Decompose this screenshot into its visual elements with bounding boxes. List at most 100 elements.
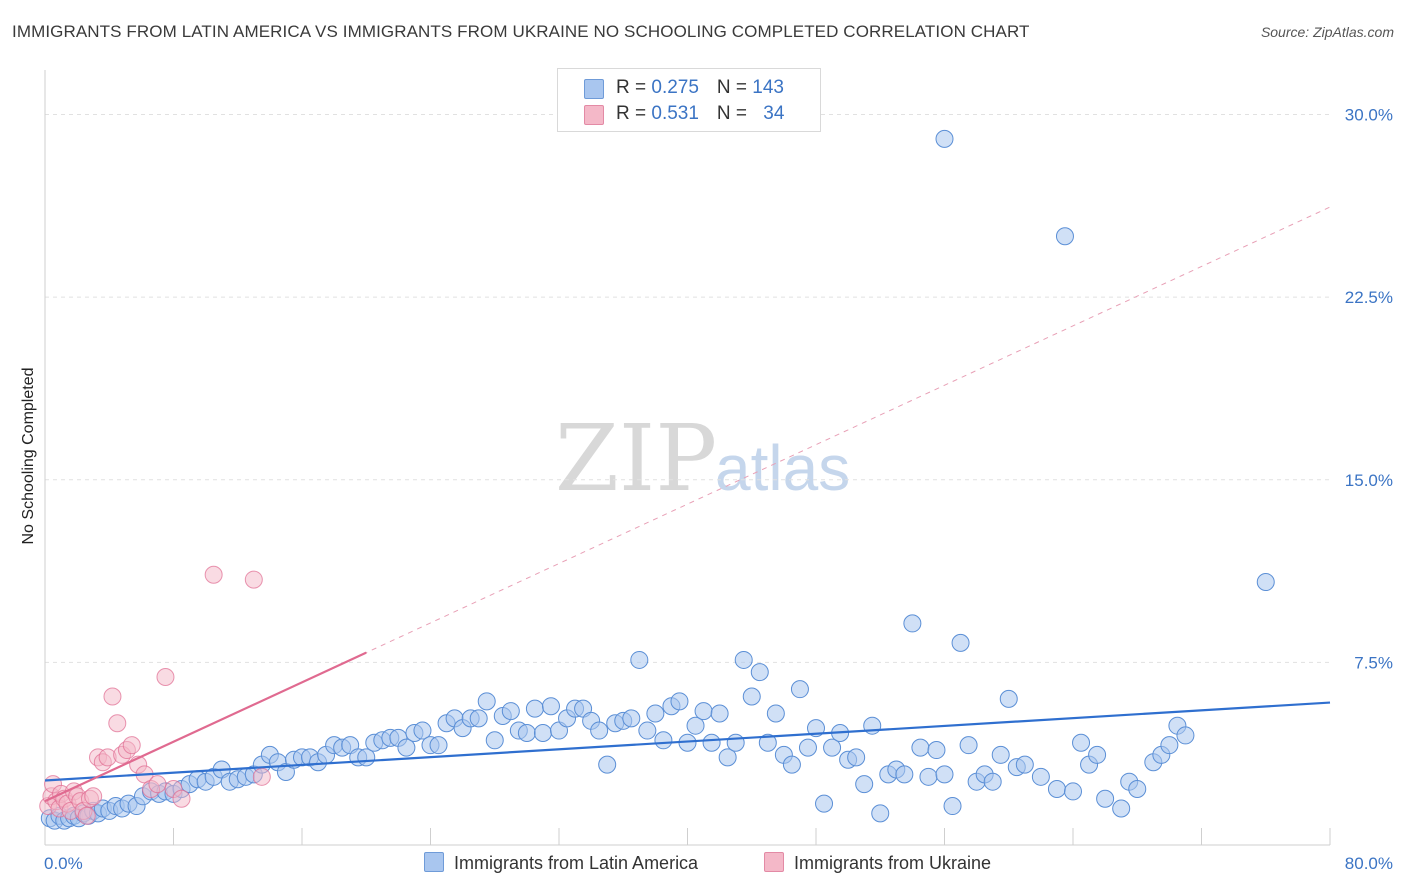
point-latin-america bbox=[895, 765, 914, 784]
point-latin-america bbox=[935, 765, 954, 784]
y-tick-label: 22.5% bbox=[1345, 288, 1393, 307]
point-latin-america bbox=[1015, 755, 1034, 774]
point-latin-america bbox=[702, 733, 721, 752]
point-latin-america bbox=[798, 738, 817, 757]
point-latin-america bbox=[710, 704, 729, 723]
point-latin-america bbox=[477, 692, 496, 711]
point-ukraine bbox=[122, 736, 141, 755]
point-latin-america bbox=[855, 775, 874, 794]
point-latin-america bbox=[501, 702, 520, 721]
point-latin-america bbox=[823, 738, 842, 757]
point-latin-america bbox=[533, 723, 552, 742]
legend-n-label: N = bbox=[716, 77, 753, 98]
y-tick-label: 7.5% bbox=[1354, 653, 1393, 672]
point-latin-america bbox=[694, 702, 713, 721]
point-latin-america bbox=[429, 736, 448, 755]
point-latin-america bbox=[1047, 779, 1066, 798]
legend-n-value: 34 bbox=[763, 103, 785, 124]
point-latin-america bbox=[927, 741, 946, 760]
trendline-ukraine bbox=[44, 651, 367, 803]
point-latin-america bbox=[469, 709, 488, 728]
point-latin-america bbox=[935, 129, 954, 148]
bottom-legend-swatch-latin-america bbox=[424, 852, 444, 872]
legend-r-value: 0.275 bbox=[651, 77, 699, 98]
point-latin-america bbox=[790, 680, 809, 699]
point-latin-america bbox=[815, 794, 834, 813]
stats-legend: R = 0.275 N = 143 R = 0.531 N = 34 bbox=[557, 68, 821, 132]
point-latin-america bbox=[750, 663, 769, 682]
tick-labels: 7.5% 15.0% 22.5% 30.0% 0.0% 80.0% bbox=[44, 106, 1393, 873]
point-latin-america bbox=[1055, 227, 1074, 246]
y-axis-label: No Schooling Completed bbox=[20, 368, 37, 545]
legend-r-value: 0.531 bbox=[651, 103, 699, 124]
gridlines bbox=[45, 114, 1330, 663]
point-latin-america bbox=[959, 736, 978, 755]
point-ukraine bbox=[108, 714, 127, 733]
point-latin-america bbox=[686, 716, 705, 735]
point-latin-america bbox=[951, 633, 970, 652]
bottom-legend-label-latin-america: Immigrants from Latin America bbox=[454, 853, 699, 873]
legend-n-value: 143 bbox=[752, 77, 784, 98]
point-latin-america bbox=[598, 755, 617, 774]
point-latin-america bbox=[919, 767, 938, 786]
y-tick-label: 15.0% bbox=[1345, 471, 1393, 490]
point-latin-america bbox=[991, 745, 1010, 764]
watermark-atlas: atlas bbox=[715, 432, 850, 504]
x-tick-label: 80.0% bbox=[1345, 854, 1393, 873]
point-latin-america bbox=[983, 772, 1002, 791]
legend-n-label: N = bbox=[716, 103, 753, 124]
point-latin-america bbox=[541, 697, 560, 716]
series-ukraine-points bbox=[39, 565, 271, 825]
chart-title: IMMIGRANTS FROM LATIN AMERICA VS IMMIGRA… bbox=[12, 22, 1030, 41]
y-tick-label: 30.0% bbox=[1345, 106, 1393, 125]
point-latin-america bbox=[654, 731, 673, 750]
point-latin-america bbox=[485, 731, 504, 750]
point-latin-america bbox=[1128, 779, 1147, 798]
point-latin-america bbox=[1031, 767, 1050, 786]
point-latin-america bbox=[758, 733, 777, 752]
point-ukraine bbox=[204, 565, 223, 584]
point-ukraine bbox=[77, 806, 96, 825]
point-latin-america bbox=[525, 699, 544, 718]
point-latin-america bbox=[413, 721, 432, 740]
point-latin-america bbox=[742, 687, 761, 706]
point-ukraine bbox=[148, 775, 167, 794]
point-latin-america bbox=[397, 738, 416, 757]
bottom-legend-ukraine: Immigrants from Ukraine bbox=[764, 852, 991, 874]
point-latin-america bbox=[943, 797, 962, 816]
point-ukraine bbox=[244, 570, 263, 589]
point-latin-america bbox=[766, 704, 785, 723]
trendlines bbox=[44, 651, 1331, 803]
point-latin-america bbox=[718, 748, 737, 767]
point-latin-america bbox=[1256, 573, 1275, 592]
legend-r-label: R = bbox=[616, 103, 652, 124]
point-latin-america bbox=[726, 733, 745, 752]
point-ukraine bbox=[103, 687, 122, 706]
point-ukraine bbox=[84, 787, 103, 806]
axes bbox=[44, 70, 1331, 846]
point-latin-america bbox=[630, 650, 649, 669]
point-latin-america bbox=[903, 614, 922, 633]
legend-swatch-latin-america bbox=[584, 79, 604, 99]
point-latin-america bbox=[1096, 789, 1115, 808]
point-latin-america bbox=[1160, 736, 1179, 755]
point-latin-america bbox=[1176, 726, 1195, 745]
point-latin-america bbox=[638, 721, 657, 740]
bottom-legend-swatch-ukraine bbox=[764, 852, 784, 872]
legend-swatch-ukraine bbox=[584, 105, 604, 125]
chart-source: Source: ZipAtlas.com bbox=[1260, 24, 1394, 40]
point-latin-america bbox=[670, 692, 689, 711]
point-ukraine bbox=[156, 667, 175, 686]
point-latin-america bbox=[590, 721, 609, 740]
point-latin-america bbox=[999, 689, 1018, 708]
point-ukraine bbox=[172, 789, 191, 808]
x-tick-label: 0.0% bbox=[44, 854, 83, 873]
watermark-zip: ZIP bbox=[555, 405, 717, 512]
bottom-legend-latin-america: Immigrants from Latin America bbox=[424, 852, 698, 874]
point-latin-america bbox=[1064, 782, 1082, 801]
bottom-legend-label-ukraine: Immigrants from Ukraine bbox=[794, 853, 992, 873]
point-latin-america bbox=[1112, 799, 1131, 818]
trendline-latin-america bbox=[44, 701, 1331, 782]
point-latin-america bbox=[1072, 733, 1091, 752]
